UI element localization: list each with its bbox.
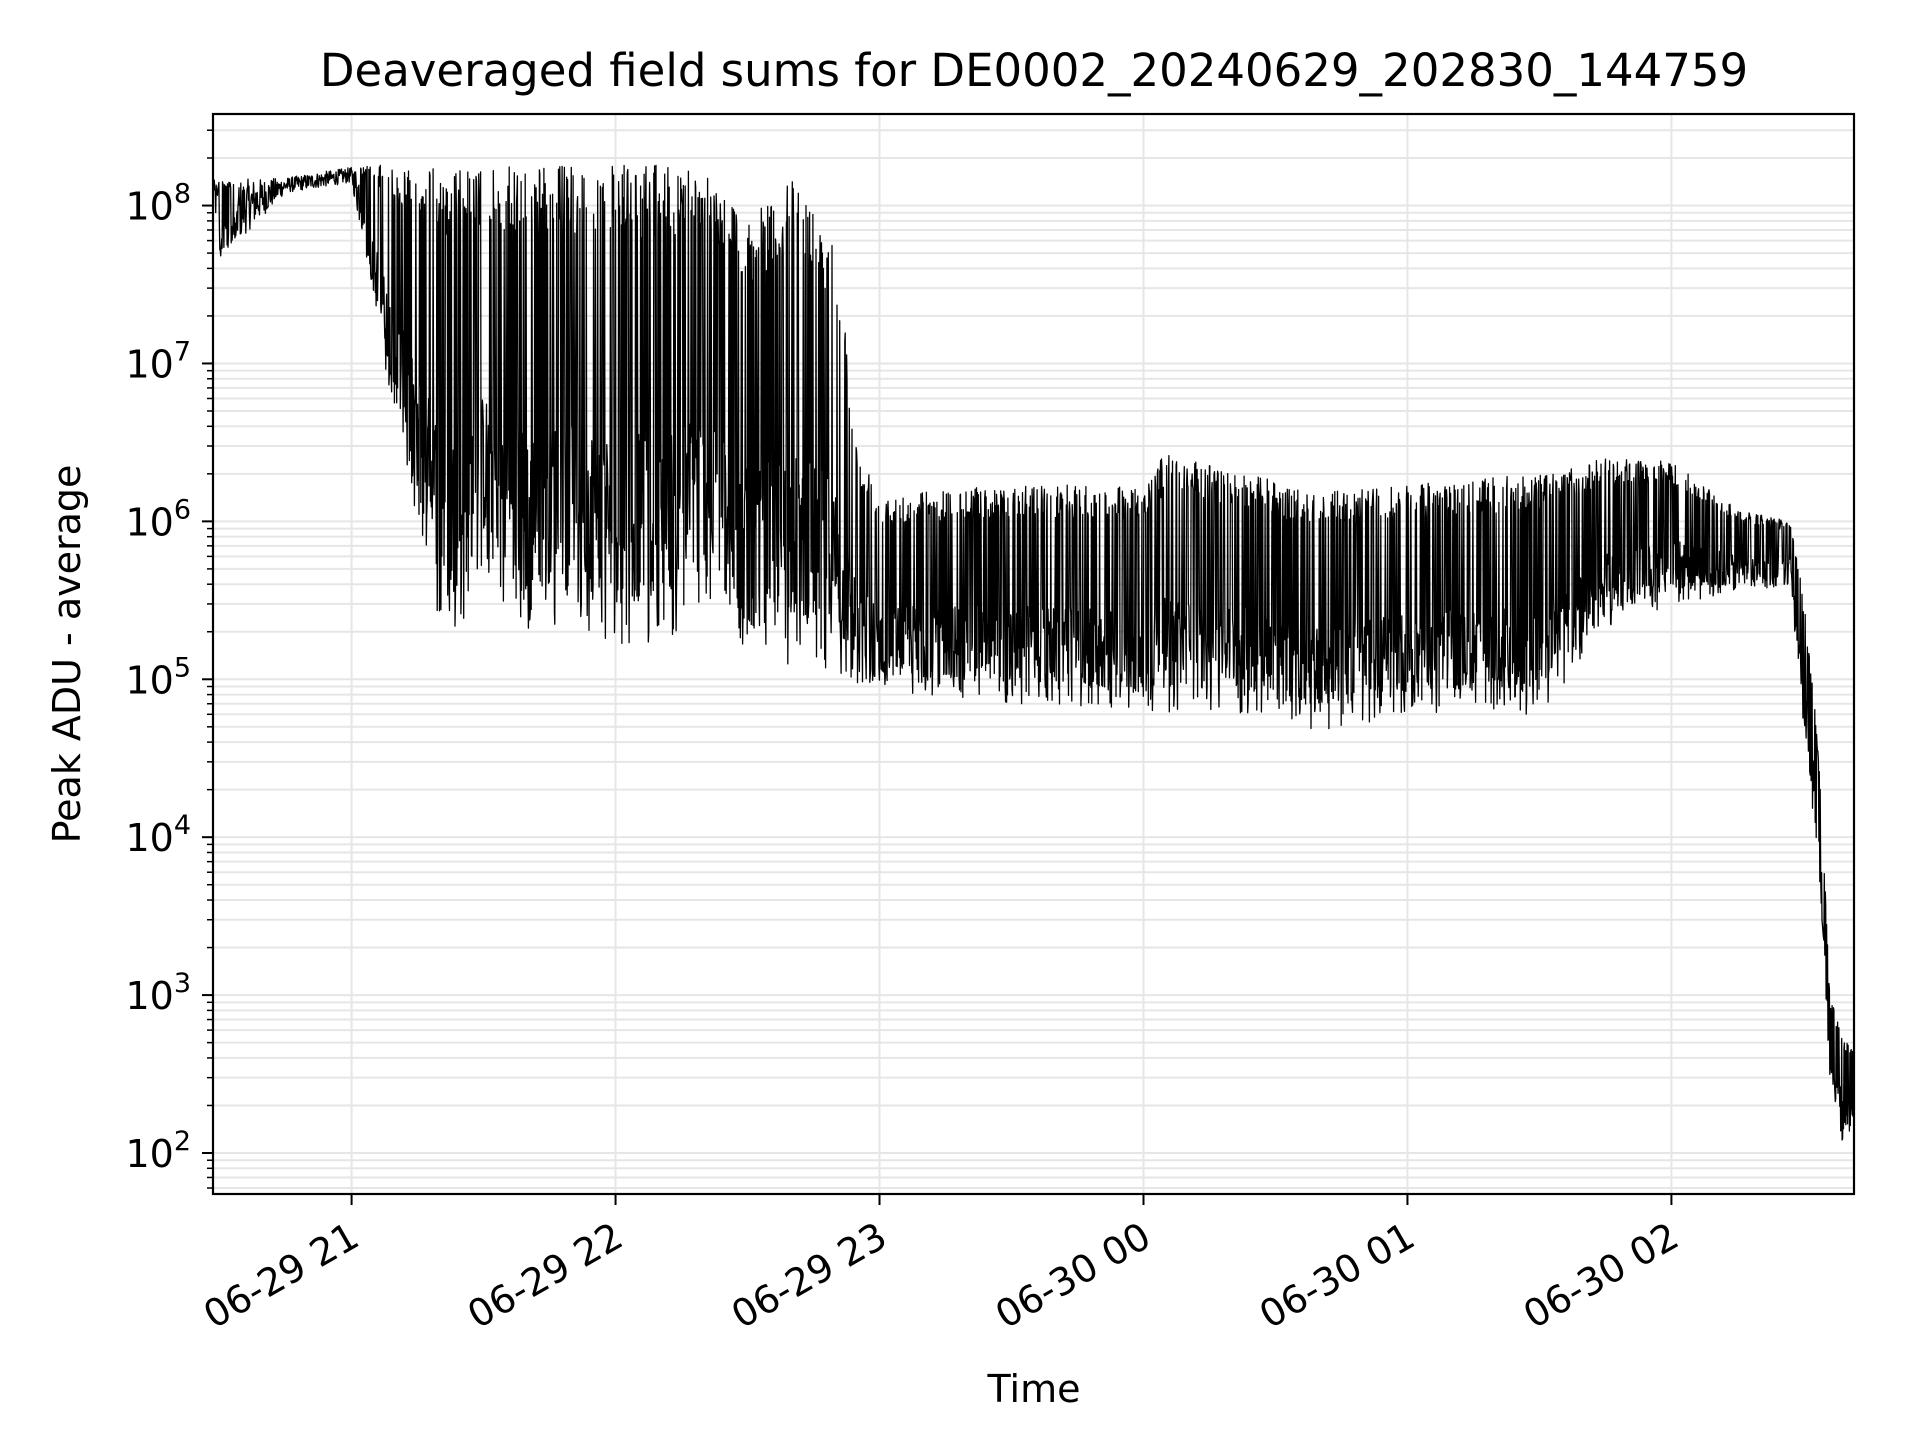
- y-tick-label: 102: [125, 1126, 191, 1176]
- y-tick-label: 104: [125, 810, 191, 860]
- series-line-group: [212, 164, 1855, 1141]
- y-tick-label: 106: [125, 494, 191, 544]
- y-tick-label: 105: [125, 652, 191, 702]
- y-axis: 102 103 104 105 106 107 108: [125, 129, 213, 1189]
- y-tick-label: 108: [125, 179, 191, 229]
- y-tick-label: 103: [125, 968, 191, 1018]
- plot-frame: [211, 112, 1856, 1196]
- x-axis-label: Time: [987, 1367, 1081, 1411]
- chart-title: Deaveraged field sums for DE0002_2024062…: [320, 44, 1748, 97]
- grid: [213, 114, 1854, 1194]
- y-axis-label: Peak ADU - average: [45, 465, 89, 844]
- y-tick-label: 107: [125, 336, 191, 386]
- series-line: [212, 164, 1855, 1141]
